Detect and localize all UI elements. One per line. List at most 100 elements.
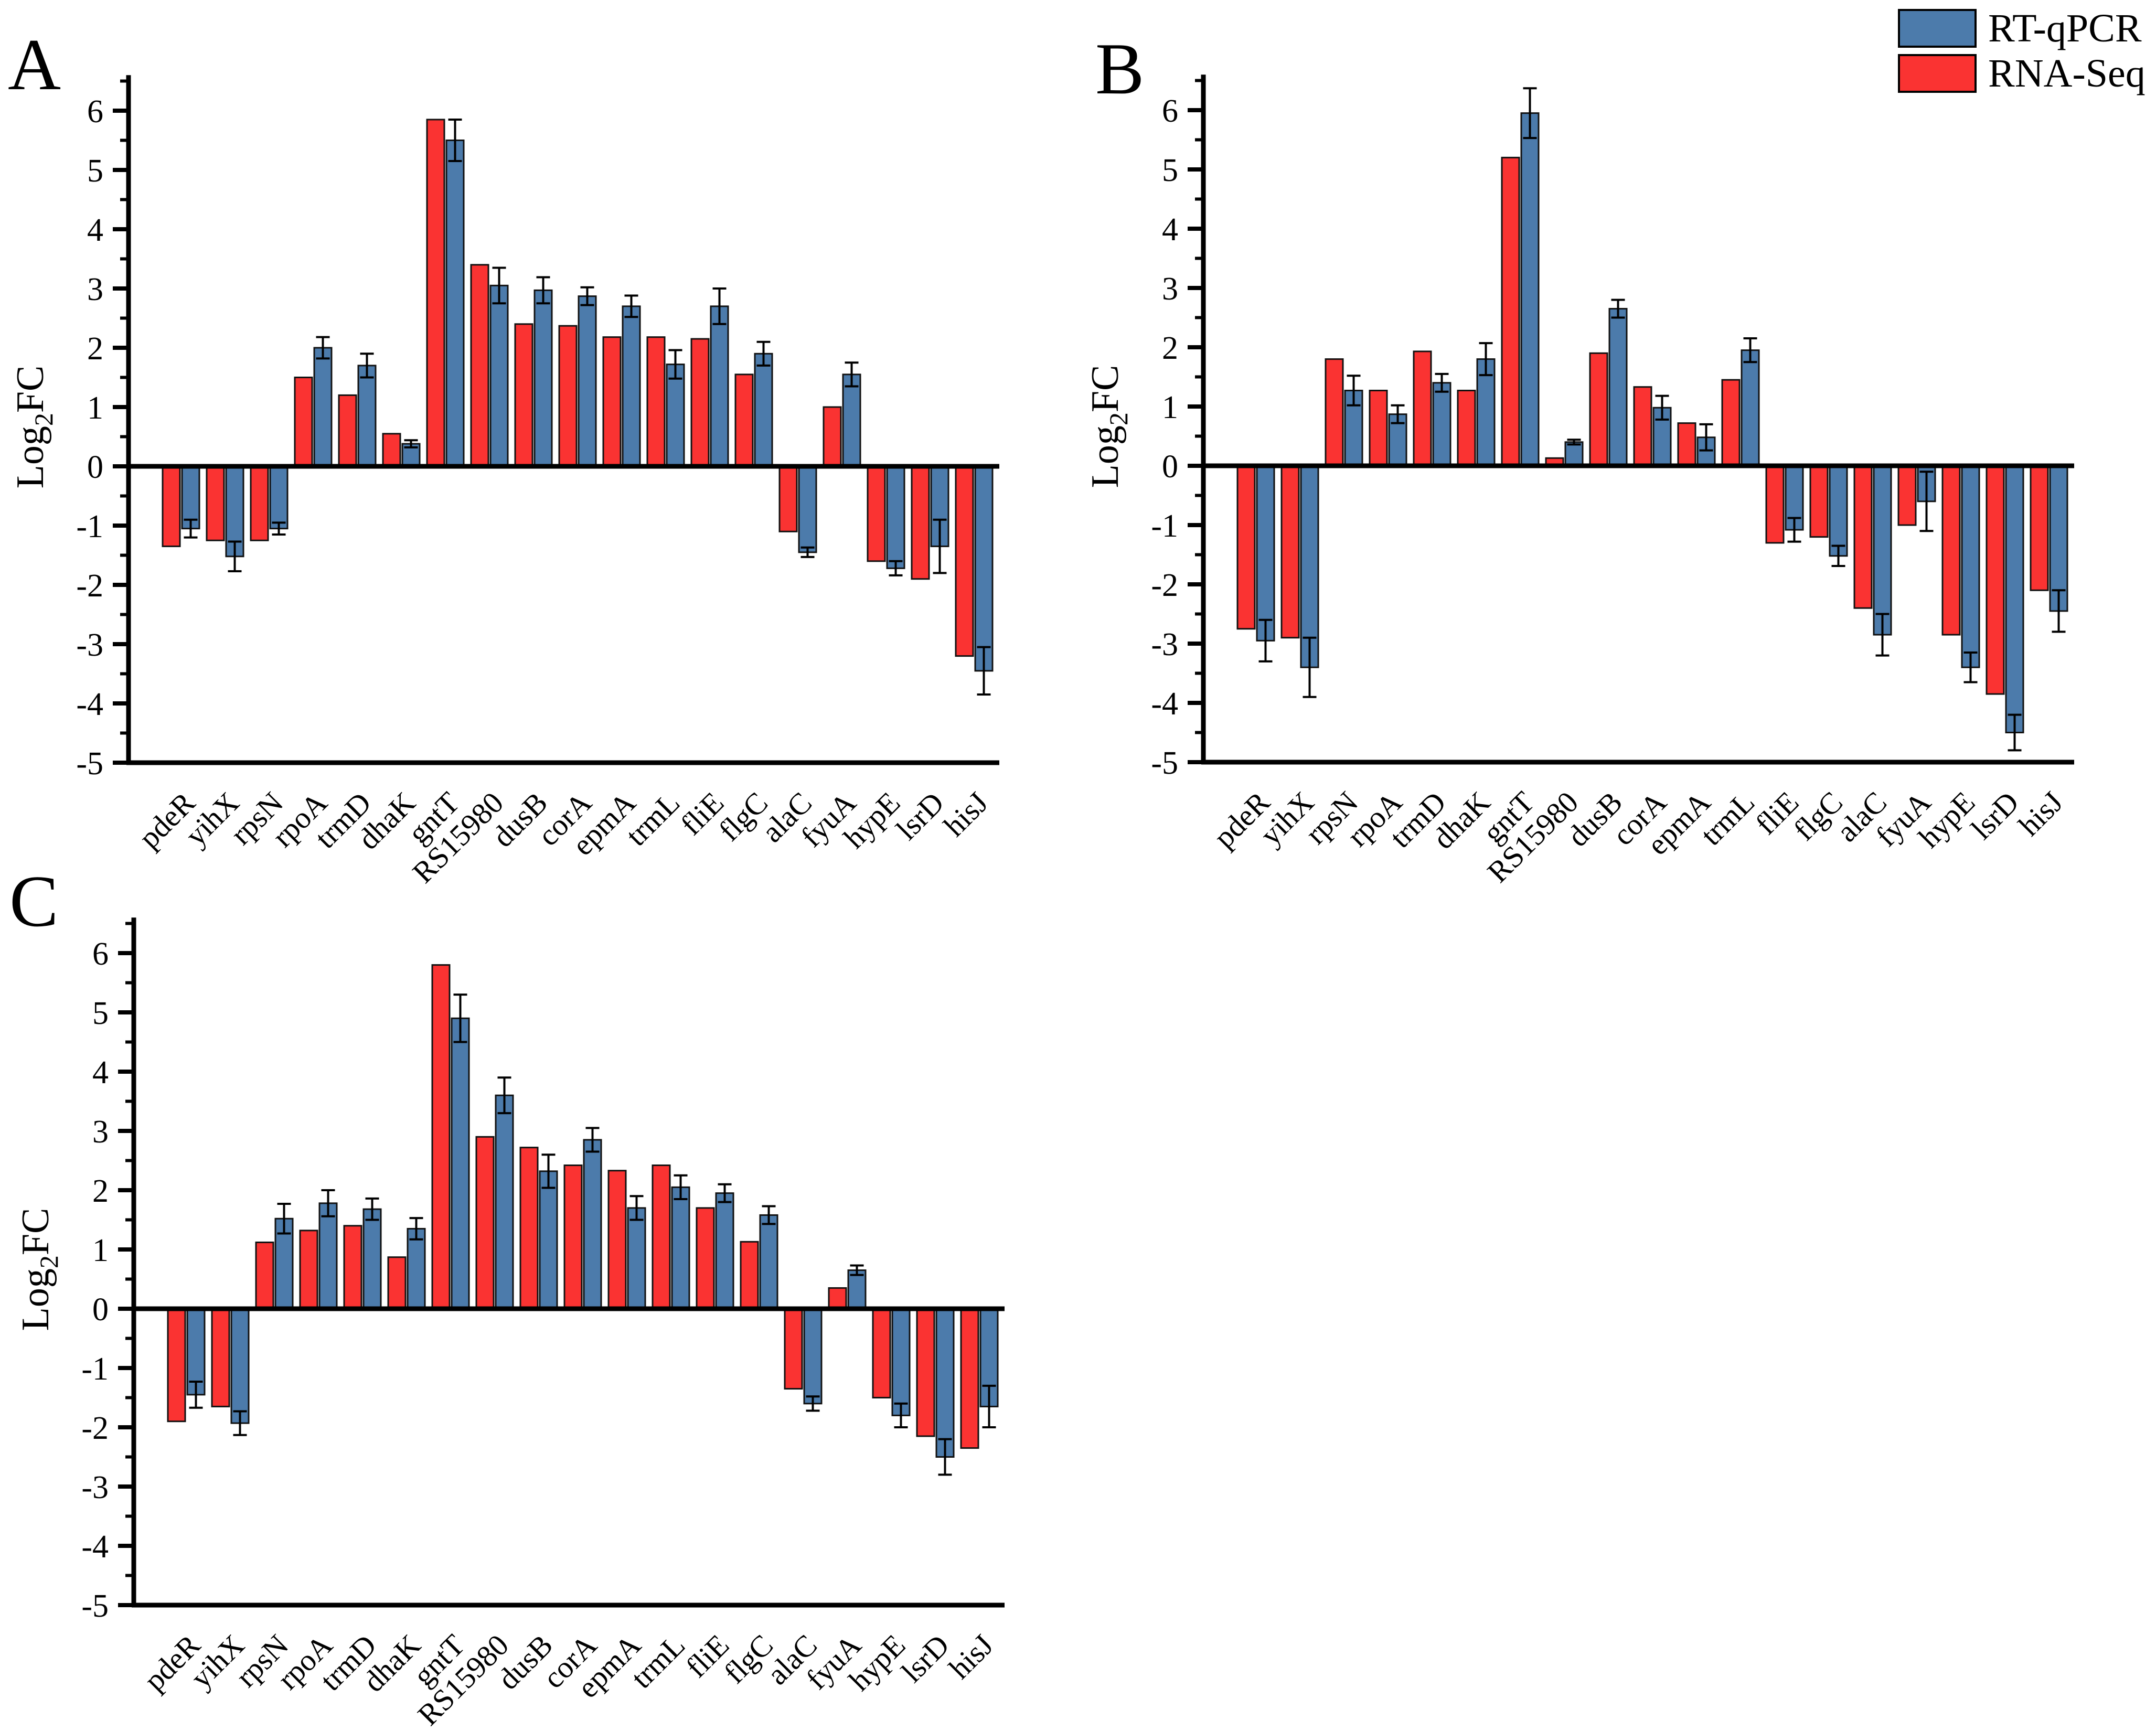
bar-rtqpcr-dusB (539, 1170, 558, 1310)
bar-rtqpcr-lsrD (2005, 465, 2024, 733)
y-axis-title: Log2FC (14, 1208, 63, 1331)
bar-rnaseq-yihX (211, 1308, 230, 1407)
bar-rnaseq-pdeR (167, 1308, 186, 1423)
y-tick-label-2: 2 (1162, 330, 1178, 366)
y-tick-label-2: 2 (92, 1173, 109, 1209)
bar-rnaseq-fyuA (828, 1287, 847, 1310)
bar-rtqpcr-pdeR (186, 1308, 206, 1396)
bar-rnaseq-RS15980 (470, 264, 489, 467)
bar-rnaseq-hisJ (960, 1308, 979, 1449)
y-tick-label--3: -3 (76, 627, 103, 663)
legend-label-rnaseq: RNA-Seq (1988, 51, 2146, 95)
bar-rnaseq-flgC (734, 373, 754, 467)
bar-rnaseq-pdeR (162, 465, 181, 548)
bar-rtqpcr-alaC (803, 1308, 823, 1405)
bar-rtqpcr-yihX (230, 1308, 250, 1424)
y-tick-label-0: 0 (87, 450, 103, 485)
bar-rtqpcr-flgC (754, 352, 773, 467)
bar-rnaseq-dusB (1589, 352, 1608, 467)
bar-rtqpcr-hisJ (974, 465, 994, 672)
bar-rtqpcr-fyuA (847, 1269, 867, 1310)
panel-label-a: A (8, 24, 61, 105)
y-tick-label--2: -2 (1151, 568, 1178, 603)
x-tick-label-hisJ: hisJ (937, 785, 995, 843)
y-tick-label--3: -3 (81, 1470, 109, 1505)
bar-rtqpcr-trmD (357, 365, 377, 467)
bar-rnaseq-fliE (1765, 465, 1785, 544)
bar-rtqpcr-pdeR (1256, 465, 1275, 642)
bar-rnaseq-alaC (784, 1308, 803, 1390)
bar-rtqpcr-trmD (1432, 382, 1451, 467)
y-tick-label--4: -4 (1151, 686, 1178, 722)
y-tick-label--1: -1 (1151, 508, 1178, 544)
y-tick-label-5: 5 (1162, 153, 1178, 188)
bar-chart-panel-b: -5-4-3-2-10123456pdeRyihXrpsNrpoAtrmDdha… (1084, 74, 2074, 889)
bar-rtqpcr-RS15980 (495, 1094, 514, 1310)
y-tick-label--5: -5 (81, 1588, 109, 1624)
rtqpcr-color-swatch (1898, 9, 1977, 48)
bar-rtqpcr-corA (578, 295, 597, 467)
bar-rtqpcr-gntT (1520, 112, 1540, 467)
bar-rnaseq-hypE (1941, 465, 1961, 636)
y-tick-label--5: -5 (76, 746, 103, 782)
bar-rtqpcr-hypE (891, 1308, 911, 1416)
y-tick-label-6: 6 (92, 936, 109, 972)
y-tick-label-6: 6 (1162, 93, 1178, 129)
bar-rnaseq-dusB (514, 323, 533, 467)
y-tick-label--1: -1 (76, 509, 103, 544)
bar-rnaseq-lsrD (911, 465, 930, 580)
bar-rtqpcr-fyuA (842, 373, 861, 467)
bar-rnaseq-dusB (519, 1147, 539, 1310)
y-tick-label-5: 5 (92, 996, 109, 1031)
bar-rtqpcr-gntT (445, 140, 465, 467)
bar-rtqpcr-alaC (1873, 465, 1892, 636)
y-tick-label--4: -4 (76, 687, 103, 722)
bar-rtqpcr-rpsN (269, 465, 289, 530)
bar-rnaseq-epmA (607, 1170, 627, 1310)
bar-rtqpcr-trmL (1741, 349, 1760, 467)
bar-rnaseq-corA (563, 1164, 583, 1310)
bar-rnaseq-trmD (343, 1225, 362, 1310)
y-tick-label-1: 1 (1162, 390, 1178, 425)
rnaseq-color-swatch (1898, 54, 1977, 93)
bar-rnaseq-trmL (1721, 379, 1741, 467)
bar-rtqpcr-dhaK (407, 1227, 426, 1310)
y-tick-label-0: 0 (1162, 449, 1178, 485)
legend-item-rtqpcr: RT-qPCR (1898, 8, 2146, 48)
bar-rnaseq-flgC (740, 1241, 759, 1310)
bar-chart-panel-a: -5-4-3-2-10123456pdeRyihXrpsNrpoAtrmDdha… (9, 75, 999, 890)
bar-rtqpcr-epmA (622, 305, 641, 467)
bar-rtqpcr-trmL (666, 364, 685, 467)
bar-rnaseq-rpsN (250, 465, 269, 541)
bar-rnaseq-lsrD (1986, 465, 2005, 695)
y-tick-label--2: -2 (76, 568, 103, 604)
bar-rnaseq-trmL (652, 1164, 671, 1310)
bar-rnaseq-yihX (1280, 465, 1300, 639)
bar-rnaseq-epmA (1677, 422, 1696, 467)
bar-rnaseq-corA (1633, 386, 1652, 467)
y-tick-label--3: -3 (1151, 627, 1178, 663)
y-tick-label--2: -2 (81, 1411, 109, 1446)
bar-rnaseq-gntT (1501, 156, 1520, 467)
bar-rnaseq-hypE (872, 1308, 891, 1398)
bar-rtqpcr-flgC (1829, 465, 1848, 557)
bar-rnaseq-gntT (426, 119, 445, 467)
bar-rnaseq-trmD (1413, 350, 1432, 467)
bar-rnaseq-lsrD (916, 1308, 935, 1437)
bar-rtqpcr-trmD (362, 1208, 382, 1310)
bar-rnaseq-rpsN (255, 1241, 274, 1310)
bar-rnaseq-rpoA (1369, 389, 1388, 467)
bar-rnaseq-rpoA (299, 1230, 318, 1310)
y-tick-label-3: 3 (92, 1114, 109, 1150)
bar-rnaseq-trmD (338, 394, 357, 467)
y-axis-title: Log2FC (9, 366, 58, 489)
bar-rtqpcr-yihX (1300, 465, 1319, 668)
panel-label-b: B (1095, 28, 1145, 110)
bar-rnaseq-epmA (602, 336, 622, 467)
x-tick-label-hisJ: hisJ (2012, 785, 2069, 842)
y-tick-label--5: -5 (1151, 745, 1178, 781)
bar-rtqpcr-dusB (1608, 308, 1628, 467)
bar-rtqpcr-corA (583, 1139, 602, 1310)
bar-rtqpcr-gntT (451, 1017, 470, 1310)
bar-rnaseq-gntT (431, 964, 451, 1310)
